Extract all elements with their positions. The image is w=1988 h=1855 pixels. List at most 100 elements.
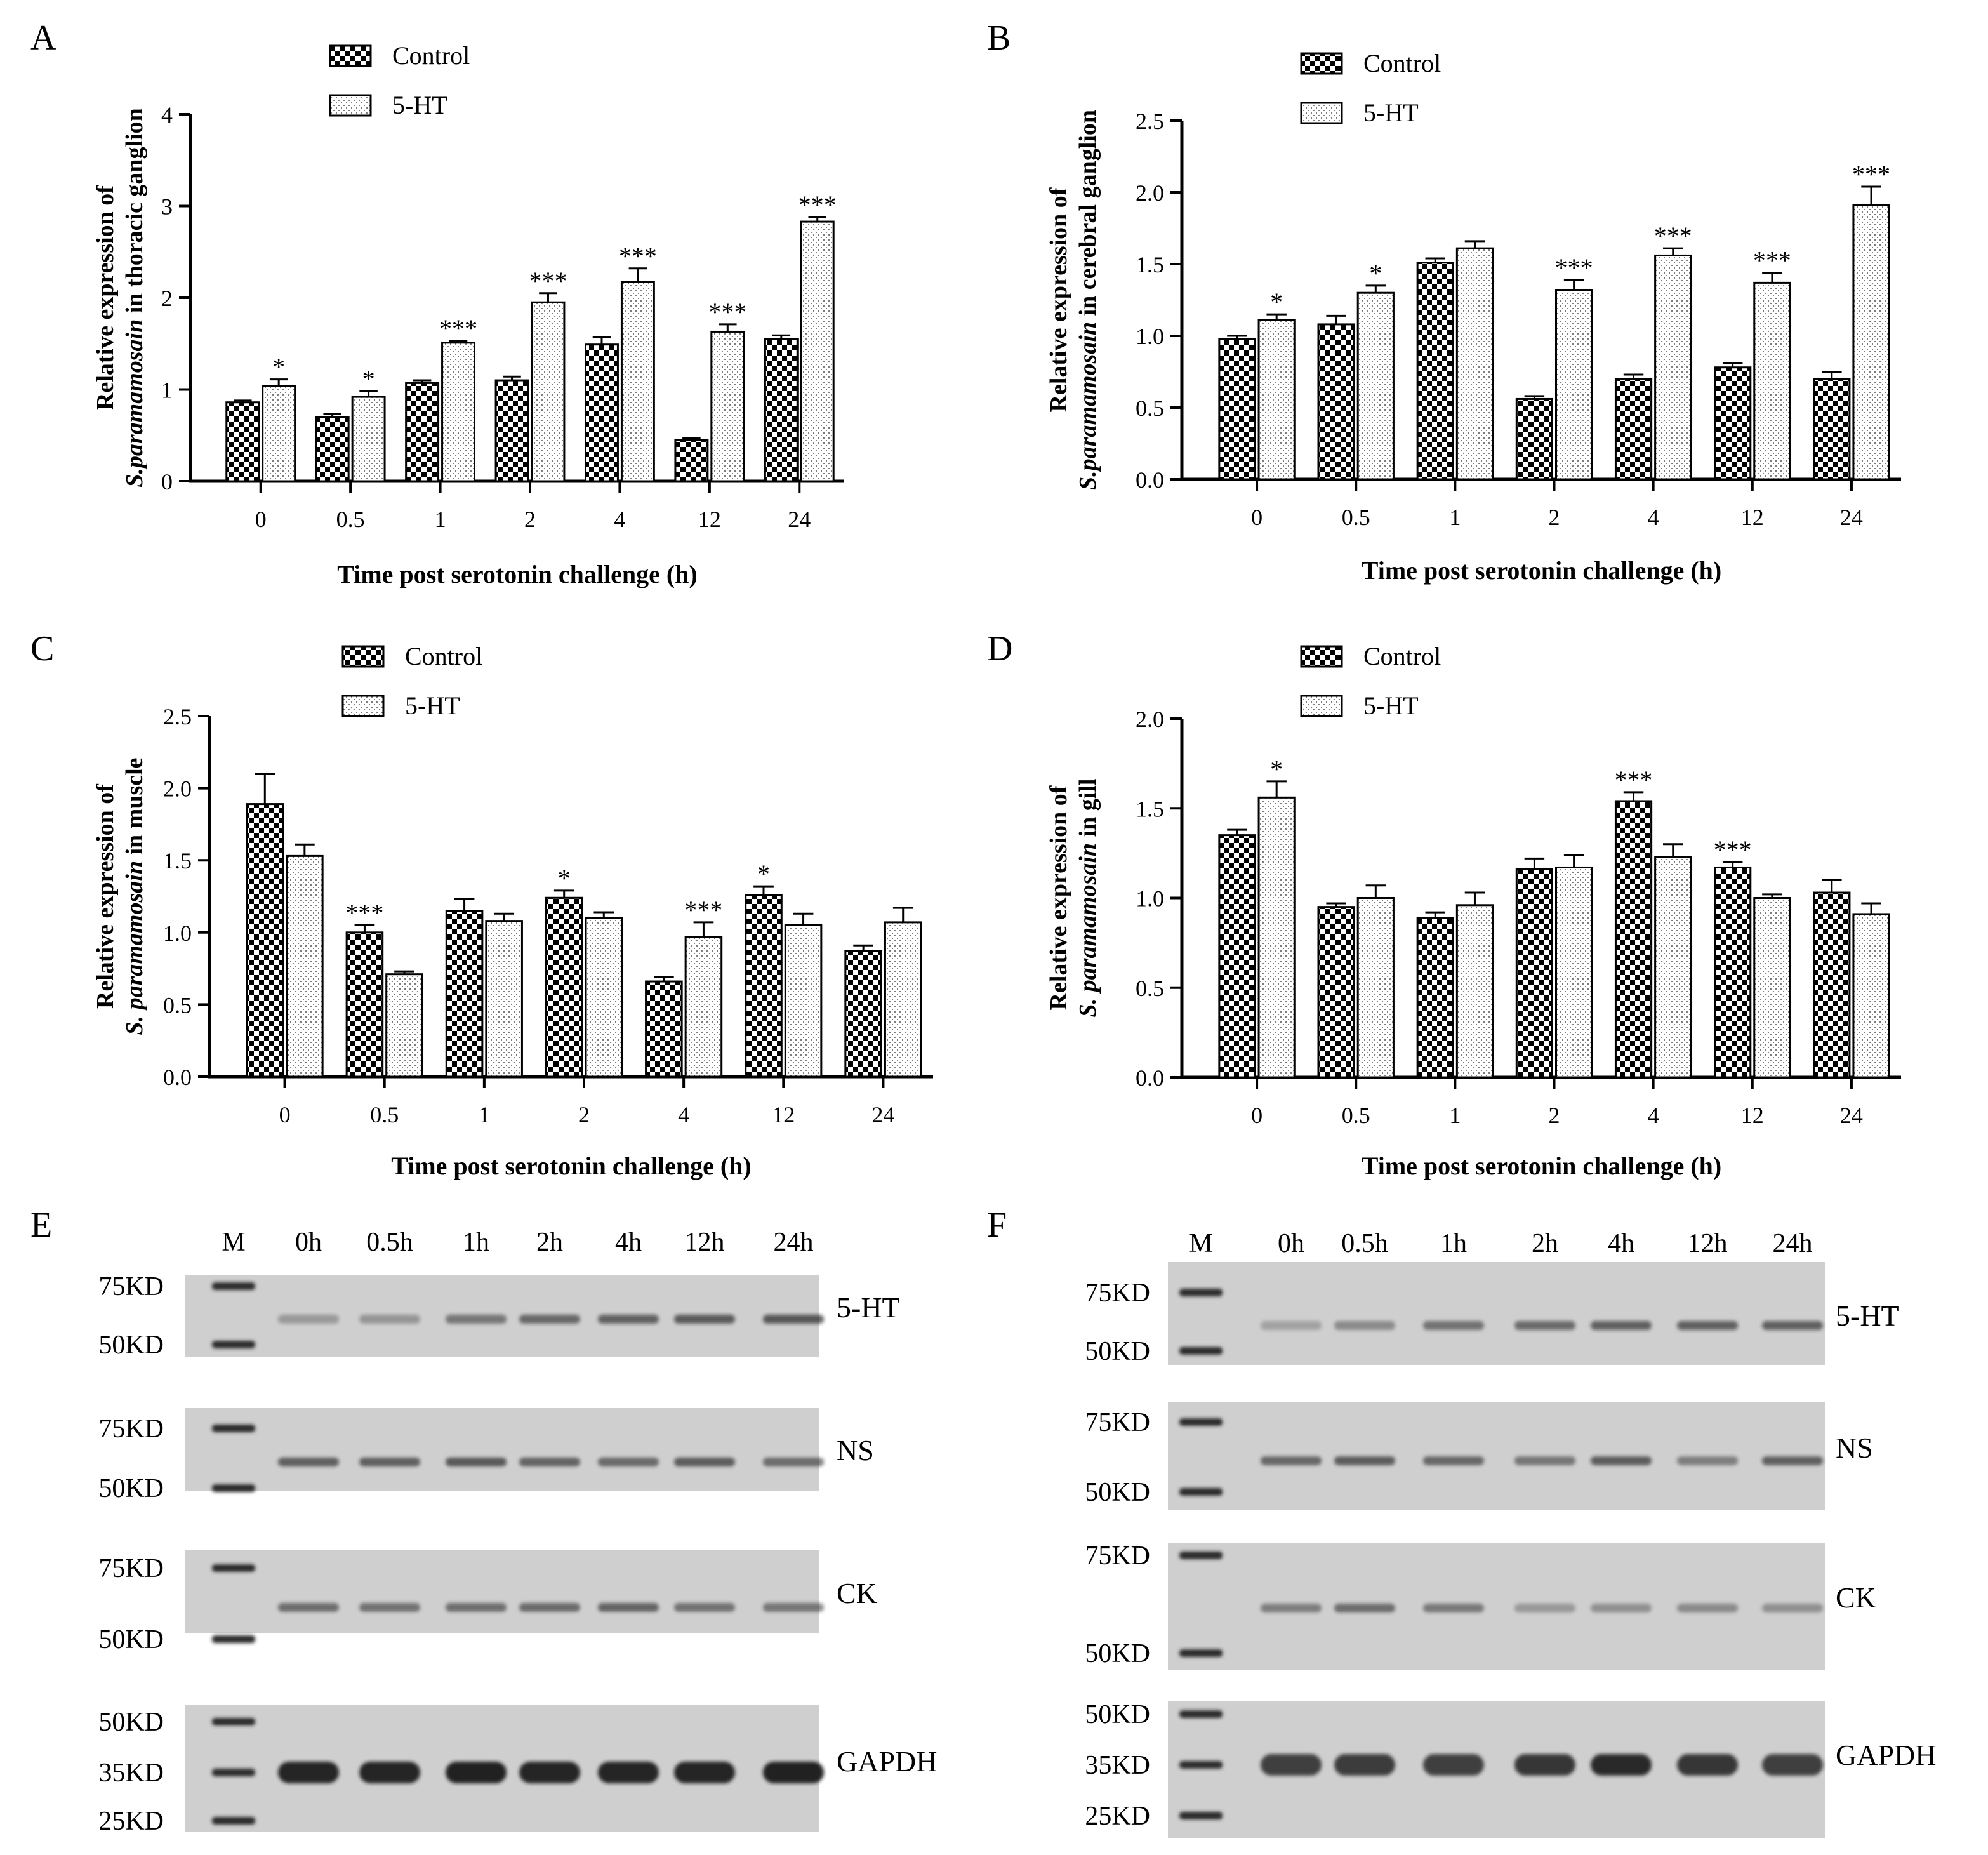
x-tick-label: 12	[698, 507, 721, 532]
panel-label: F	[987, 1206, 1007, 1245]
protein-band	[1423, 1456, 1484, 1465]
bar-5ht	[884, 921, 922, 1078]
lane-label: 0h	[295, 1228, 322, 1257]
y-tick-label: 1.5	[1136, 252, 1164, 277]
protein-band	[359, 1603, 420, 1612]
protein-band	[1762, 1456, 1823, 1465]
row-label: 5-HT	[1836, 1300, 1899, 1332]
protein-band	[1334, 1456, 1395, 1465]
protein-band	[446, 1458, 507, 1466]
legend-swatch-5ht	[341, 695, 385, 717]
protein-band	[278, 1315, 339, 1324]
lane-label: 2h	[1532, 1229, 1558, 1258]
y-tick-label: 0.0	[163, 1065, 192, 1090]
protein-band	[446, 1762, 507, 1783]
protein-band	[598, 1458, 659, 1466]
bar-5ht	[385, 973, 423, 1078]
x-tick-label: 12	[772, 1102, 795, 1127]
protein-band	[1591, 1321, 1652, 1330]
marker-label: 75KD	[98, 1272, 164, 1301]
legend-label: 5-HT	[1363, 98, 1419, 127]
ladder-band	[212, 1635, 255, 1643]
bar-5ht	[351, 396, 386, 482]
bar-5ht	[262, 385, 296, 482]
y-axis-title: Relative expression of S.paramamosain in …	[1045, 110, 1101, 490]
x-tick-label: 12	[1741, 505, 1764, 530]
significance-marker: ***	[619, 242, 657, 270]
panel-label: C	[30, 629, 54, 668]
bar-5ht	[1455, 247, 1494, 481]
bar-control	[225, 401, 260, 482]
x-tick-label: 0	[1251, 1103, 1262, 1128]
significance-marker: ***	[439, 314, 477, 343]
marker-label: 35KD	[98, 1759, 164, 1788]
lane-label: 1h	[1440, 1229, 1467, 1258]
bar-5ht	[1555, 289, 1593, 481]
y-tick-label: 1.0	[1136, 886, 1164, 912]
significance-marker: *	[757, 860, 770, 888]
y-tick-label: 0.5	[1136, 396, 1164, 421]
row-label: 5-HT	[837, 1291, 900, 1324]
bar-5ht	[1455, 904, 1494, 1079]
bar-control	[844, 950, 882, 1078]
x-axis-title: Time post serotonin challenge (h)	[337, 560, 697, 588]
bar-5ht	[800, 220, 835, 482]
protein-band	[519, 1458, 580, 1466]
protein-band	[1677, 1604, 1738, 1612]
x-tick-label: 2	[524, 507, 536, 532]
blot-row-gapdh: 50KD 35KD 25KD GAPDH	[1085, 1700, 1936, 1838]
protein-band	[519, 1762, 580, 1783]
x-tick-label: 2	[1549, 505, 1560, 530]
protein-band	[763, 1762, 824, 1783]
ladder-band	[212, 1718, 255, 1725]
ladder-band	[212, 1769, 255, 1776]
x-axis-title: Time post serotonin challenge (h)	[391, 1152, 751, 1180]
marker-label: 50KD	[98, 1625, 164, 1654]
protein-band	[359, 1458, 420, 1466]
significance-marker: ***	[1753, 246, 1791, 275]
ladder-band	[1179, 1710, 1223, 1718]
row-label: NS	[837, 1434, 874, 1466]
x-tick-label: 0	[255, 507, 267, 532]
bar-5ht	[1356, 291, 1395, 481]
y-tick-label: 0	[161, 469, 173, 495]
marker-label: 50KD	[1085, 1639, 1150, 1668]
blot-panel-e: E M 0h 0.5h 1h 2h 4h 12h 24h 75KD 50KD 5-HT 75KD 50KD…	[30, 1206, 937, 1836]
legend-swatch-5ht	[329, 94, 372, 117]
lane-label: 0.5h	[1341, 1229, 1388, 1258]
marker-label: 25KD	[98, 1807, 164, 1836]
legend-swatch-control	[1300, 645, 1343, 668]
bar-control	[545, 896, 583, 1078]
blot-row-gapdh: 50KD 35KD 25KD GAPDH	[98, 1705, 937, 1836]
protein-band	[763, 1603, 824, 1612]
panel-label: A	[30, 18, 56, 58]
protein-band	[674, 1458, 735, 1466]
bar-control	[674, 439, 709, 482]
blot-row-ns: 75KD 50KD NS	[98, 1408, 874, 1503]
x-tick-label: 0.5	[336, 507, 365, 532]
blot-row-ck: 75KD 50KD CK	[1085, 1541, 1876, 1670]
significance-marker: *	[1270, 288, 1283, 316]
x-tick-label: 24	[871, 1102, 894, 1127]
lane-label: 24h	[774, 1228, 814, 1257]
protein-band	[1423, 1754, 1484, 1776]
y-axis-title: Relative expression of S.paramamosain in …	[92, 108, 148, 488]
y-tick-label: 3	[161, 194, 173, 220]
protein-band	[278, 1603, 339, 1612]
protein-band	[446, 1315, 507, 1324]
blot-row-5-ht: 75KD 50KD 5-HT	[98, 1272, 899, 1360]
x-tick-label: 1	[1449, 505, 1461, 530]
panel-label: D	[987, 629, 1012, 668]
bar-5ht	[1257, 796, 1296, 1079]
protein-band	[1514, 1754, 1575, 1776]
row-label: NS	[1836, 1432, 1873, 1464]
x-tick-label: 4	[614, 507, 625, 532]
marker-label: 25KD	[1085, 1802, 1150, 1831]
row-label: CK	[837, 1577, 877, 1609]
protein-band	[1591, 1456, 1652, 1465]
bar-control	[745, 894, 783, 1078]
bar-control	[1416, 262, 1454, 481]
row-label: GAPDH	[837, 1745, 937, 1778]
marker-label: 50KD	[1085, 1478, 1150, 1507]
protein-band	[278, 1458, 339, 1466]
